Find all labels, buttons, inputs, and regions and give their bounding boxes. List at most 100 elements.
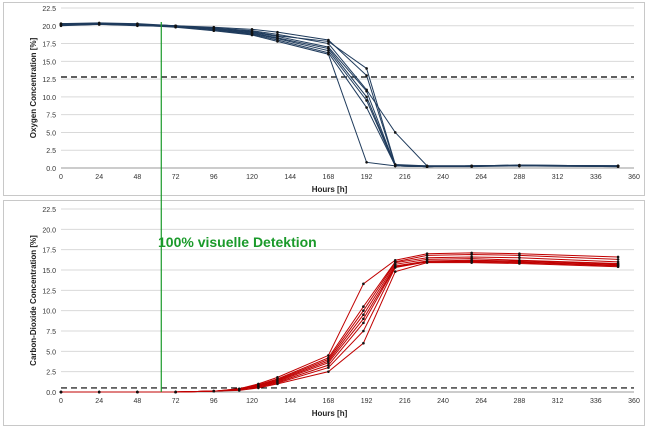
co2-data-point: [276, 382, 279, 386]
co2-data-point: [362, 317, 365, 321]
oxygen-xtick-label: 120: [246, 174, 258, 181]
oxygen-data-point: [276, 40, 279, 43]
co2-xtick-label: 312: [552, 398, 564, 405]
oxygen-series-line: [60, 23, 619, 167]
oxygen-ylabel: Oxygen Concentration [%]: [29, 37, 38, 138]
co2-ytick-label: 2.5: [46, 370, 56, 377]
co2-data-point: [327, 366, 330, 369]
oxygen-series-line: [60, 23, 619, 167]
co2-ytick-label: 7.5: [46, 329, 56, 336]
oxygen-data-point: [212, 29, 216, 33]
oxygen-data-point: [327, 47, 330, 50]
oxygen-series-line: [60, 23, 619, 168]
co2-ytick-label: 22.5: [42, 207, 56, 214]
oxygen-series-line: [60, 22, 619, 168]
oxygen-data-point: [250, 30, 254, 33]
oxygen-xtick-label: 336: [590, 174, 602, 181]
co2-data-point: [362, 321, 365, 325]
oxygen-data-point: [174, 24, 177, 28]
oxygen-data-point: [470, 164, 473, 168]
oxygen-data-point: [425, 164, 429, 168]
co2-data-point: [327, 363, 330, 367]
oxygen-xtick-label: 216: [399, 174, 411, 181]
co2-data-point: [212, 389, 216, 393]
co2-xtick-label: 288: [514, 398, 526, 405]
co2-ytick-label: 5.0: [46, 349, 56, 356]
oxygen-xtick-label: 264: [475, 174, 487, 181]
oxygen-data-point: [276, 30, 279, 34]
co2-data-point: [237, 389, 241, 392]
co2-data-point: [59, 390, 63, 394]
co2-series-line: [61, 262, 619, 393]
oxygen-data-point: [250, 33, 254, 37]
co2-xtick-label: 192: [361, 398, 373, 405]
oxygen-xtick-label: 96: [210, 174, 218, 181]
co2-data-point: [362, 305, 365, 308]
co2-data-point: [362, 341, 365, 345]
oxygen-ytick-label: 0.0: [46, 166, 56, 173]
co2-xtick-label: 360: [628, 398, 640, 405]
co2-data-point: [257, 386, 260, 390]
co2-xtick-label: 120: [246, 398, 258, 405]
co2-data-point: [136, 390, 139, 394]
oxygen-data-point: [518, 163, 521, 167]
co2-data-point: [425, 261, 429, 264]
co2-xtick-label: 24: [95, 398, 103, 405]
co2-data-point: [425, 254, 429, 257]
co2-xtick-label: 168: [323, 398, 335, 405]
co2-xtick-label: 144: [284, 398, 296, 405]
oxygen-series-line: [60, 23, 619, 168]
co2-xlabel: Hours [h]: [312, 409, 348, 418]
co2-data-point: [174, 390, 177, 394]
oxygen-xtick-label: 72: [172, 174, 180, 181]
co2-ylabel: Carbon-Dioxide Concentration [%]: [29, 235, 38, 366]
oxygen-ytick-label: 5.0: [46, 130, 56, 137]
co2-xtick-label: 0: [59, 398, 63, 405]
co2-xtick-label: 72: [172, 398, 180, 405]
oxygen-series-line: [61, 23, 619, 167]
co2-data-point: [616, 255, 620, 259]
co2-data-point: [616, 265, 620, 269]
oxygen-data-point: [365, 161, 368, 164]
co2-data-point: [393, 266, 397, 269]
oxygen-ytick-label: 20.0: [42, 24, 56, 31]
oxygen-data-point: [365, 95, 368, 99]
oxygen-data-point: [365, 106, 368, 109]
co2-xtick-label: 240: [437, 398, 449, 405]
co2-data-point: [470, 253, 473, 256]
co2-data-point: [518, 254, 521, 257]
oxygen-data-point: [365, 99, 368, 102]
oxygen-data-point: [327, 42, 330, 45]
co2-series-line: [61, 252, 619, 393]
oxygen-data-point: [616, 164, 620, 168]
oxygen-data-point: [365, 67, 368, 70]
oxygen-ytick-label: 15.0: [42, 59, 56, 66]
co2-data-point: [518, 262, 521, 265]
co2-xtick-label: 48: [134, 398, 142, 405]
oxygen-ytick-label: 7.5: [46, 113, 56, 120]
oxygen-series-line: [60, 23, 619, 168]
co2-data-point: [97, 390, 101, 394]
co2-data-point: [327, 361, 330, 365]
co2-data-point: [393, 270, 397, 273]
oxygen-data-point: [97, 22, 101, 25]
detection-annotation: 100% visuelle Detektion: [158, 234, 317, 250]
co2-ytick-label: 0.0: [46, 390, 56, 397]
oxygen-data-point: [393, 131, 397, 134]
oxygen-data-point: [327, 40, 330, 43]
co2-data-point: [470, 261, 473, 264]
co2-xtick-label: 336: [590, 398, 602, 405]
oxygen-xtick-label: 144: [284, 174, 296, 181]
co2-data-point: [616, 258, 620, 261]
oxygen-ytick-label: 22.5: [42, 6, 56, 13]
oxygen-xtick-label: 168: [323, 174, 335, 181]
oxygen-ytick-label: 2.5: [46, 148, 56, 155]
co2-data-point: [518, 256, 521, 260]
co2-data-point: [362, 309, 365, 312]
oxygen-data-point: [59, 23, 63, 26]
oxygen-data-point: [327, 49, 330, 52]
oxygen-data-point: [365, 74, 368, 77]
oxygen-data-point: [276, 34, 279, 38]
co2-series-line: [61, 261, 619, 393]
